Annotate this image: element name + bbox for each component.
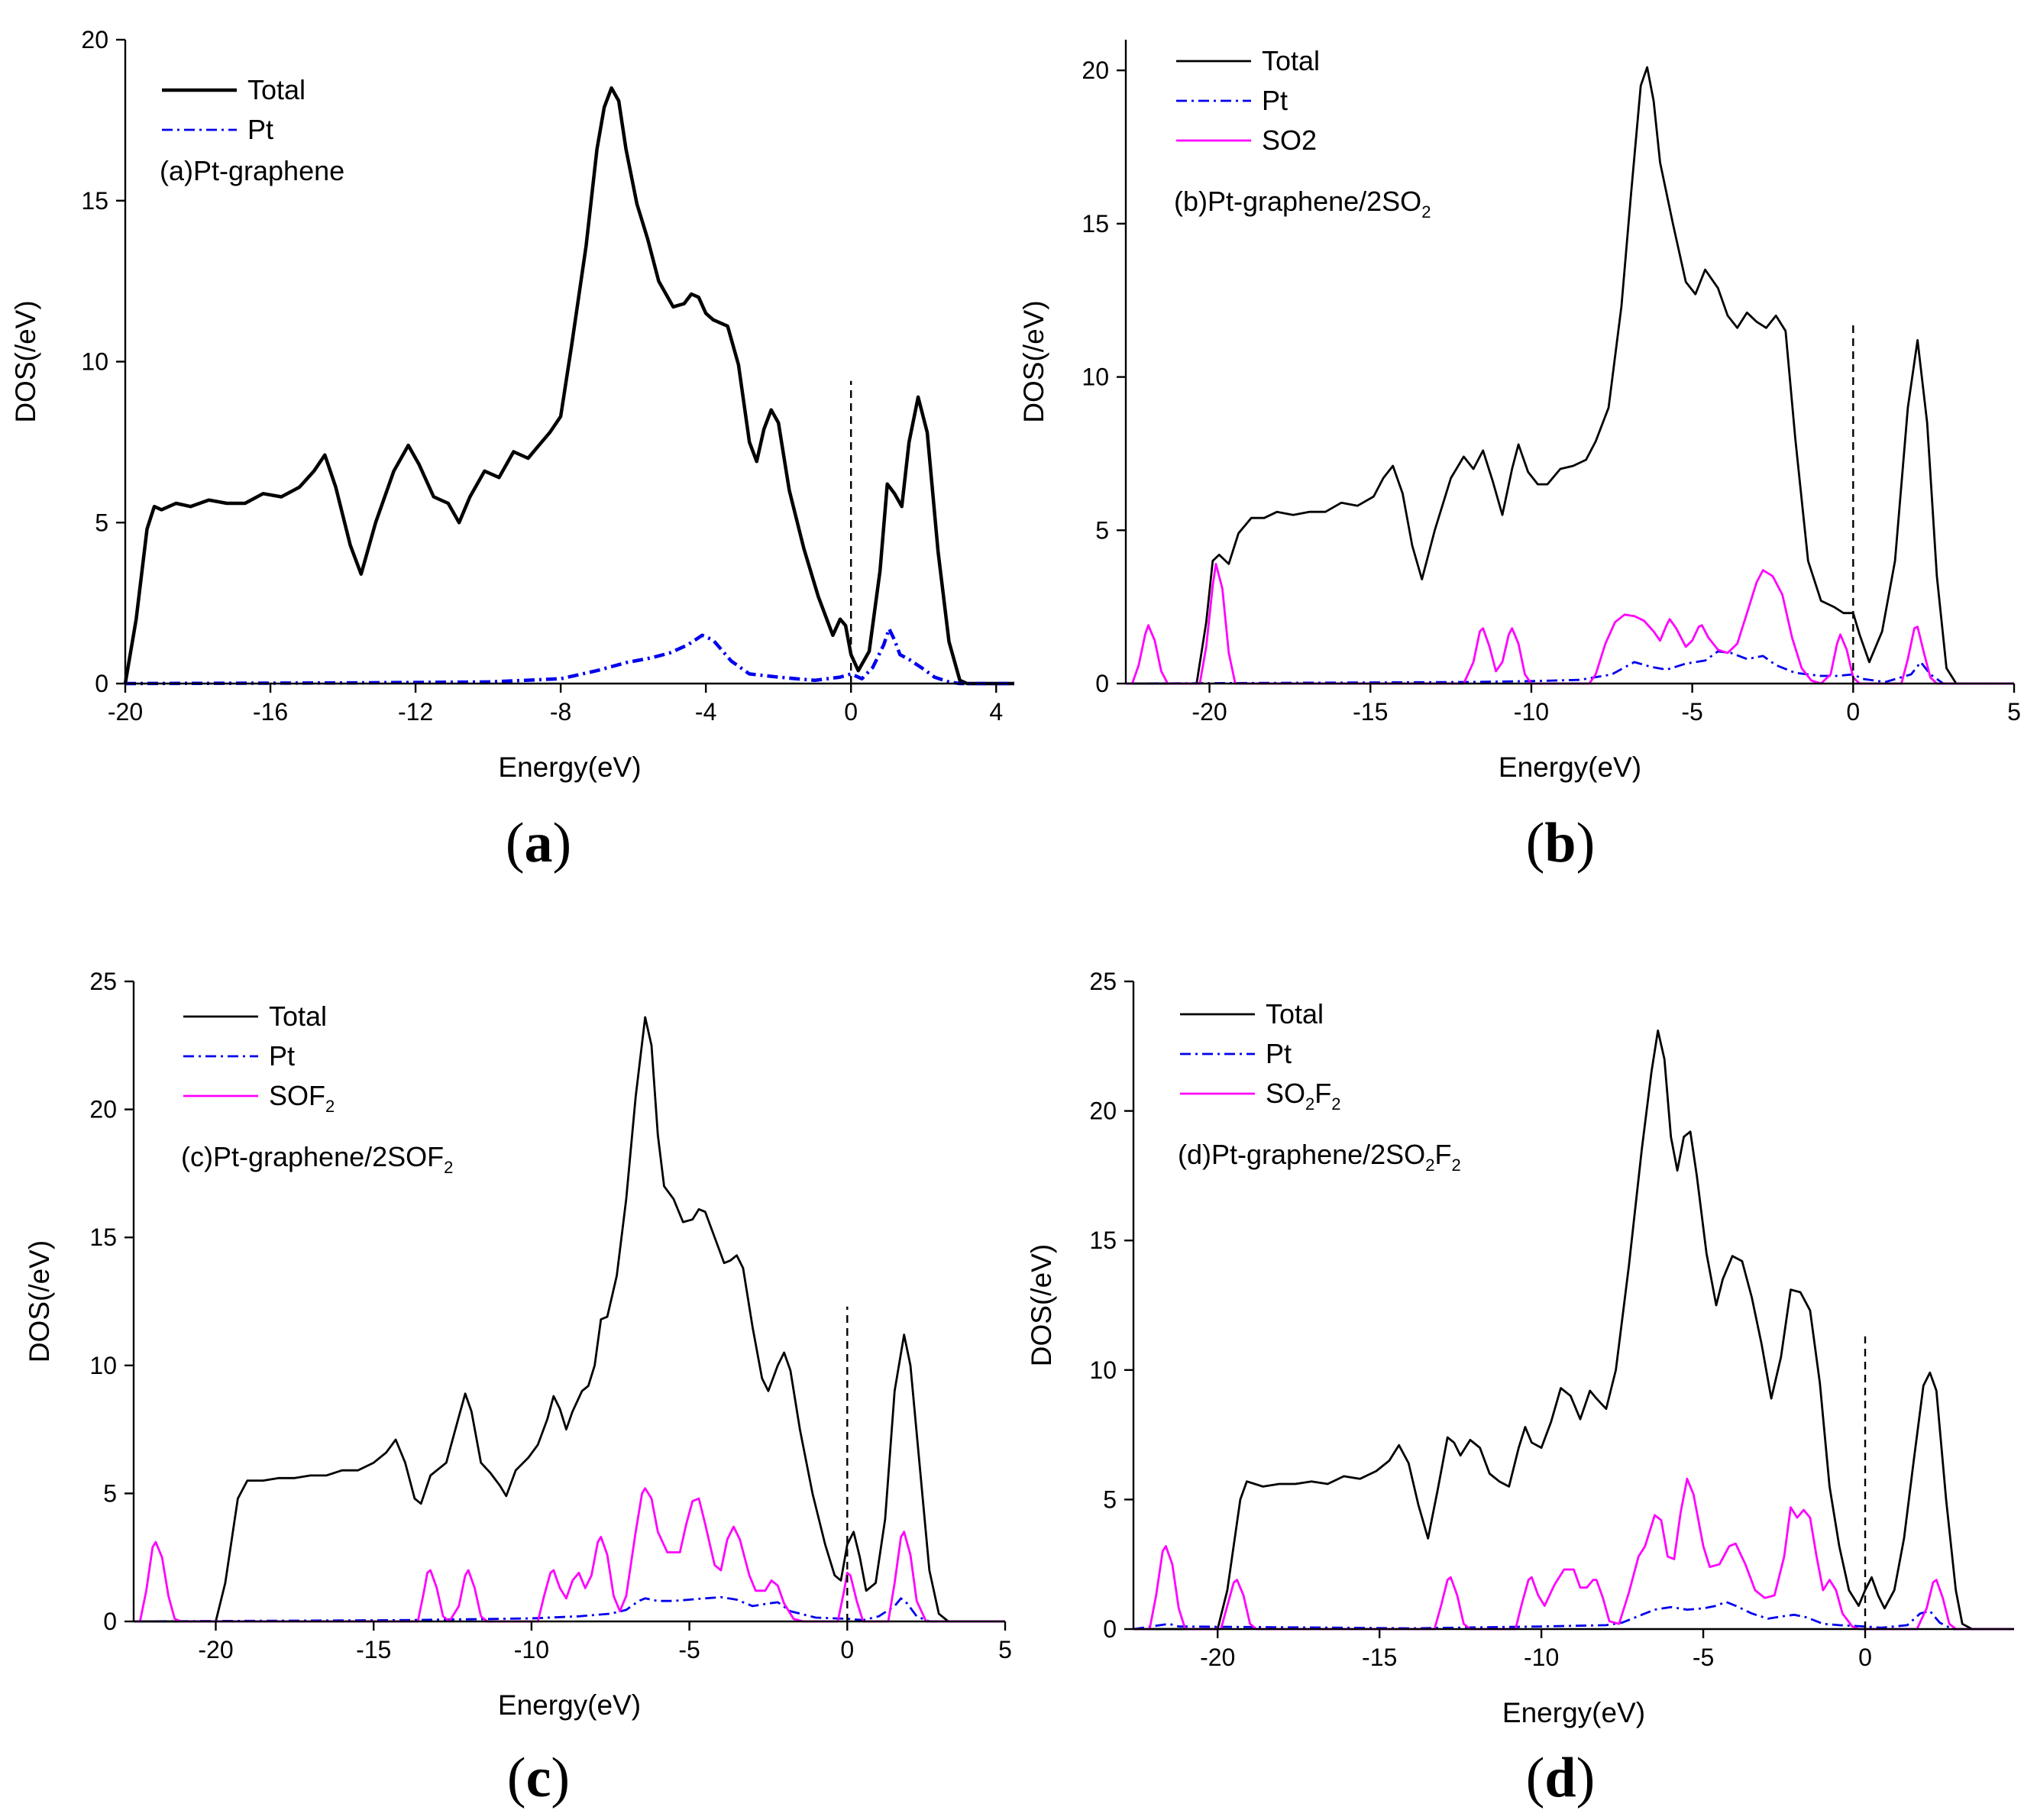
y-tick-label: 20 (89, 1096, 117, 1123)
legend-label-total: Total (1262, 45, 1320, 76)
x-tick-label: -20 (198, 1636, 233, 1663)
x-tick-label: 0 (1846, 698, 1860, 726)
chart-panel-a: -20 -16 -12 -8 -4 0 4 0 5 10 15 20 Energy(eV) DOS(/eV… (10, 26, 1014, 783)
x-tick-label: -15 (356, 1636, 391, 1663)
legend-label-total: Total (247, 74, 306, 105)
y-tick-label: 25 (89, 968, 117, 995)
caption-c: (c) (507, 1747, 570, 1809)
series-line-sof2 (134, 1487, 1005, 1623)
caption-a: (a) (506, 812, 571, 874)
x-tick-label: 0 (844, 698, 858, 726)
x-tick-label: 4 (989, 698, 1003, 726)
caption-b: (b) (1526, 812, 1595, 874)
caption-letter-b: b (1544, 812, 1576, 874)
x-tick-label: -5 (678, 1636, 700, 1663)
x-tick-label: 0 (840, 1636, 854, 1663)
y-tick-label: 15 (81, 187, 108, 215)
y-tick-label: 5 (103, 1479, 117, 1507)
y-tick-label: 5 (1103, 1485, 1117, 1513)
series-line-total (134, 1016, 1005, 1623)
y-axis-label: DOS(/eV) (10, 300, 41, 422)
x-tick-label: -5 (1693, 1644, 1714, 1671)
x-axis-label: Energy(eV) (1502, 1697, 1645, 1728)
x-tick-label: -15 (1353, 698, 1388, 726)
y-tick-label: 15 (89, 1224, 117, 1251)
legend-label-pt: Pt (247, 114, 273, 145)
series-line-pt (1133, 1601, 2014, 1631)
y-tick-label: 15 (1089, 1227, 1117, 1254)
caption-letter-c: c (526, 1747, 551, 1809)
legend-label-sof2: SOF2 (269, 1080, 335, 1116)
y-tick-label: 0 (95, 670, 108, 697)
chart-panel-b: -20 -15 -10 -5 0 5 0 5 10 15 20 Energy(eV) DOS(/eV) T… (1018, 40, 2021, 783)
y-tick-label: 20 (1089, 1097, 1117, 1125)
caption-letter-d: d (1544, 1747, 1576, 1809)
chart-panel-c: -20 -15 -10 -5 0 5 0 5 10 15 20 25 Energy(eV) DOS(/eV… (24, 968, 1012, 1721)
x-tick-label: -20 (1200, 1644, 1235, 1671)
x-tick-label: -15 (1362, 1644, 1397, 1671)
x-tick-label: -20 (108, 698, 143, 726)
x-tick-label: -10 (514, 1636, 549, 1663)
series-line-total (1133, 1030, 2014, 1631)
panel-title: (c)Pt-graphene/2SOF2 (181, 1141, 453, 1177)
panel-title: (d)Pt-graphene/2SO2F2 (1178, 1139, 1461, 1175)
caption-letter-a: a (525, 812, 553, 874)
x-tick-label: -8 (550, 698, 571, 726)
series-line-pt (133, 1595, 1005, 1623)
legend-label-total: Total (269, 1001, 327, 1032)
y-tick-label: 10 (81, 348, 108, 376)
y-axis-label: DOS(/eV) (1018, 300, 1049, 422)
x-axis-label: Energy(eV) (498, 752, 641, 783)
x-axis-label: Energy(eV) (1499, 752, 1641, 783)
x-tick-label: 5 (998, 1636, 1012, 1663)
y-tick-label: 0 (1103, 1615, 1117, 1643)
x-axis-label: Energy(eV) (498, 1689, 641, 1721)
y-axis-label: DOS(/eV) (24, 1240, 55, 1363)
y-axis-label: DOS(/eV) (1026, 1244, 1057, 1366)
chart-panel-d: -20 -15 -10 -5 0 0 5 10 15 20 25 Energy(eV) DOS(/eV)… (1026, 968, 2014, 1728)
series-line-so2 (1126, 563, 2014, 685)
y-tick-label: 5 (1095, 516, 1109, 544)
y-tick-label: 20 (81, 26, 108, 53)
y-tick-label: 20 (1082, 57, 1109, 84)
legend-label-pt: Pt (1262, 85, 1288, 116)
x-tick-label: -10 (1514, 698, 1549, 726)
y-tick-label: 10 (89, 1352, 117, 1379)
x-tick-label: -10 (1524, 1644, 1559, 1671)
x-tick-label: 0 (1858, 1644, 1872, 1671)
legend-label-pt: Pt (1266, 1038, 1292, 1069)
x-tick-label: -16 (253, 698, 288, 726)
series-line-total (1126, 66, 2014, 685)
legend-label-total: Total (1266, 998, 1324, 1030)
y-tick-label: 0 (103, 1608, 117, 1635)
caption-d: (d) (1526, 1747, 1595, 1809)
x-tick-label: -5 (1681, 698, 1702, 726)
y-tick-label: 15 (1082, 210, 1109, 238)
x-tick-label: 5 (2007, 698, 2021, 726)
x-tick-label: -20 (1191, 698, 1227, 726)
legend-label-so2f2: SO2F2 (1266, 1078, 1341, 1114)
legend-label-pt: Pt (269, 1040, 295, 1072)
y-tick-label: 0 (1095, 670, 1109, 697)
series-line-pt (1125, 650, 2014, 685)
legend-label-so2: SO2 (1262, 124, 1317, 156)
series-line-pt (124, 627, 1014, 686)
y-tick-label: 5 (95, 509, 108, 536)
series-line-total (123, 86, 1014, 686)
y-tick-label: 10 (1089, 1356, 1117, 1384)
series-line-so2f2 (1133, 1477, 2014, 1631)
panel-title: (b)Pt-graphene/2SO2 (1174, 186, 1431, 221)
panel-title: (a)Pt-graphene (160, 155, 344, 186)
x-tick-label: -4 (695, 698, 716, 726)
x-tick-label: -12 (398, 698, 433, 726)
y-tick-label: 25 (1089, 968, 1117, 995)
y-tick-label: 10 (1082, 364, 1109, 391)
